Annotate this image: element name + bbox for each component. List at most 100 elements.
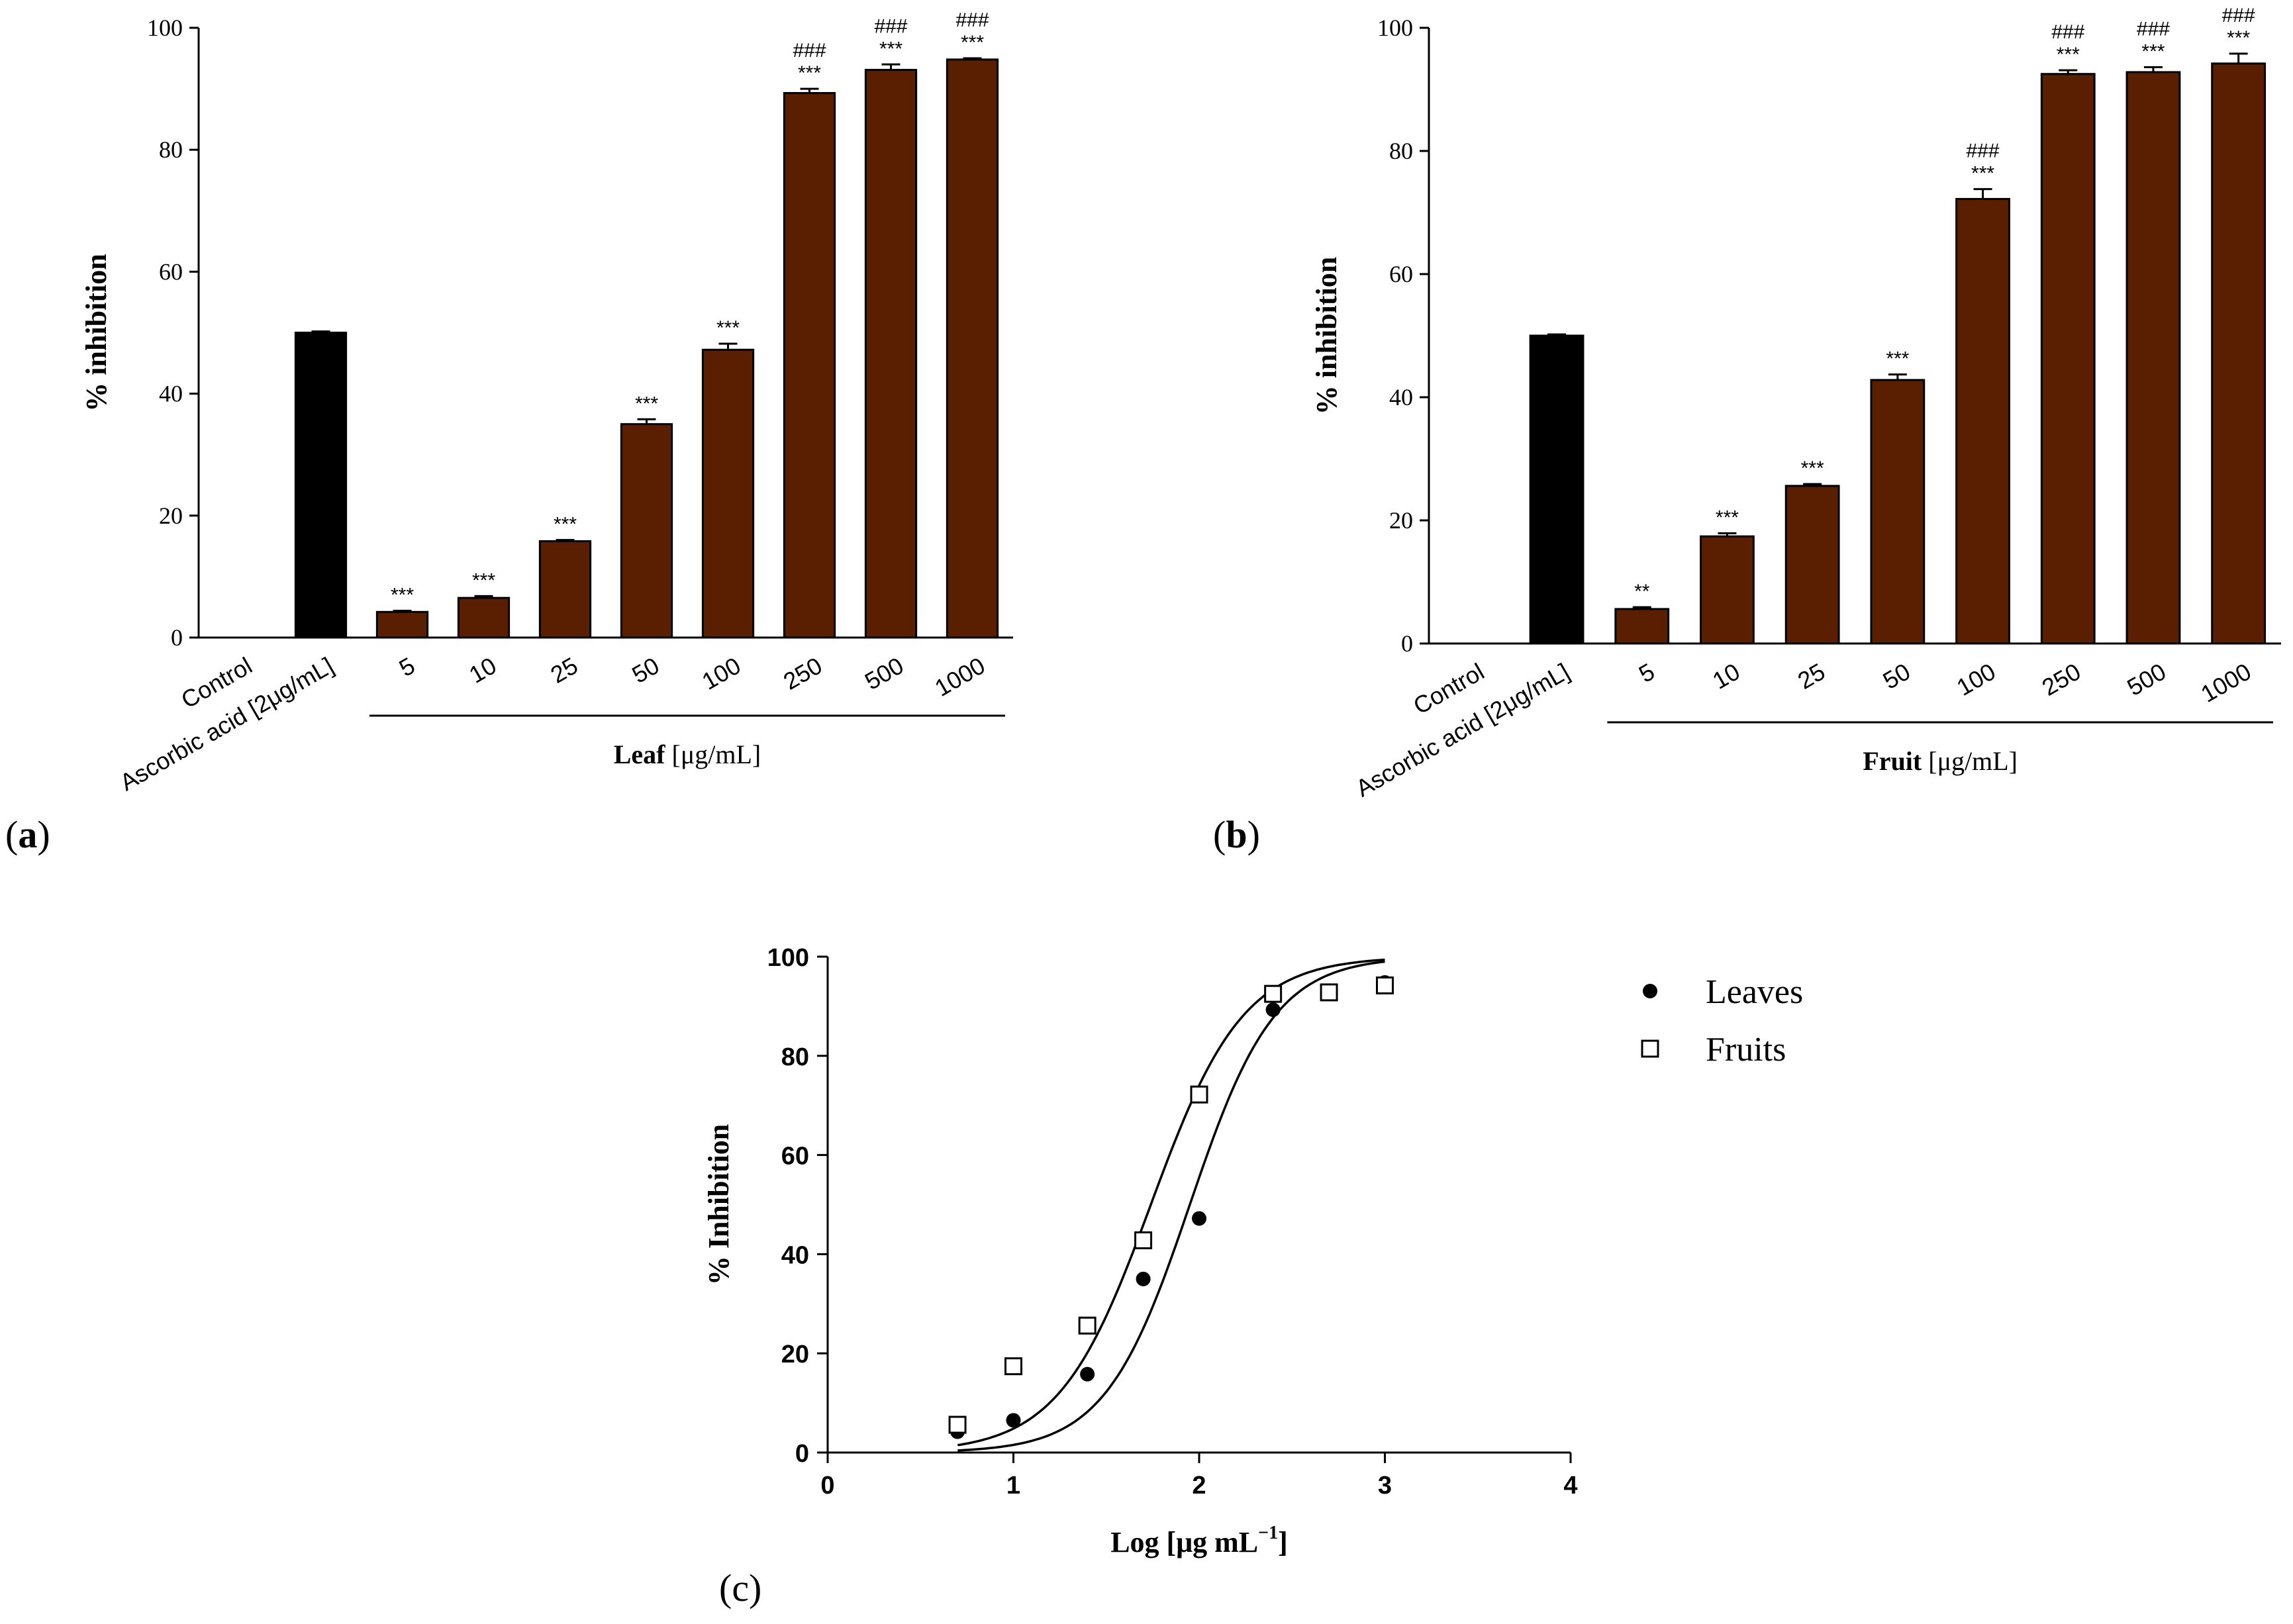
group-label-name: Fruit — [1863, 746, 1922, 776]
x-tick-label: 250 — [779, 651, 827, 695]
y-axis-label: % inhibition — [1310, 257, 1343, 414]
bar — [294, 332, 348, 639]
data-point-fruits — [1320, 983, 1338, 1002]
panel-label: (a) — [5, 813, 50, 856]
bar — [1614, 608, 1670, 645]
y-tick-label: 100 — [767, 944, 809, 972]
x-tick-label: 1000 — [930, 651, 990, 702]
y-axis-label: % Inhibition — [703, 1124, 735, 1285]
x-tick-label: 500 — [2122, 657, 2171, 701]
significance-stars: *** — [716, 317, 740, 339]
x-axis-label-sup: −1 — [1258, 1523, 1278, 1543]
bar — [1955, 198, 2010, 645]
bar — [701, 348, 755, 639]
y-tick-label: 0 — [171, 624, 183, 651]
panel-letter: a — [18, 813, 37, 856]
bar — [1529, 334, 1585, 645]
group-label-name: Leaf — [614, 740, 665, 769]
x-tick-label: 1000 — [2196, 657, 2256, 708]
panel-label: (b) — [1213, 813, 1260, 856]
y-tick-label: 60 — [159, 258, 183, 285]
panel-paren-close: ) — [1247, 813, 1260, 856]
fit-curve-leaves — [957, 960, 1385, 1452]
x-tick-label: 25 — [546, 651, 582, 689]
significance-hash: ### — [874, 15, 907, 37]
x-tick-label: 10 — [464, 651, 501, 689]
group-label-unit: [μg/mL] — [1928, 746, 2018, 776]
bar — [457, 597, 511, 639]
x-tick-label: 3 — [1378, 1472, 1392, 1500]
y-tick-label: 60 — [1389, 261, 1413, 287]
bar — [375, 610, 429, 639]
data-point-fruits — [1376, 976, 1394, 994]
x-tick-label: 10 — [1708, 657, 1744, 694]
bar — [2040, 73, 2096, 645]
legend-marker-leaves — [1643, 984, 1657, 998]
significance-stars: *** — [2057, 44, 2080, 66]
significance-hash: ### — [2222, 5, 2255, 26]
significance-stars: *** — [472, 569, 495, 591]
significance-hash: ### — [793, 40, 826, 62]
y-tick-label: 0 — [795, 1440, 809, 1468]
significance-stars: *** — [961, 32, 984, 54]
y-tick-label: 20 — [1389, 507, 1413, 534]
x-tick-label: 100 — [1952, 657, 2000, 701]
panel-label: (c) — [719, 1566, 761, 1609]
data-point-leaves — [1265, 1002, 1281, 1018]
data-point-fruits — [1078, 1316, 1097, 1335]
significance-stars: *** — [635, 393, 658, 414]
significance-hash: ### — [2137, 19, 2170, 40]
significance-stars: *** — [879, 38, 903, 60]
significance-stars: *** — [2227, 27, 2250, 49]
x-tick-label: 50 — [627, 651, 663, 689]
data-point-leaves — [1136, 1271, 1151, 1286]
x-tick-label: 500 — [860, 651, 908, 695]
significance-stars: *** — [1886, 348, 1909, 370]
significance-stars: ** — [1634, 581, 1650, 602]
x-tick-label: 50 — [1878, 657, 1915, 694]
x-tick-label: 100 — [697, 651, 746, 695]
significance-stars: *** — [391, 584, 414, 606]
bar — [1700, 535, 1755, 645]
significance-stars: *** — [2141, 41, 2165, 63]
x-tick-label: 4 — [1563, 1472, 1577, 1500]
significance-stars: *** — [798, 62, 821, 84]
data-point-fruits — [1134, 1231, 1153, 1249]
y-tick-label: 20 — [781, 1341, 809, 1368]
y-axis-label: % inhibition — [80, 254, 113, 411]
data-point-fruits — [1264, 984, 1283, 1003]
significance-hash: ### — [2051, 21, 2084, 43]
panel-paren-open: ( — [5, 813, 18, 856]
x-tick-label: 0 — [820, 1472, 834, 1500]
legend-label-leaves: Leaves — [1706, 973, 1803, 1011]
bar — [946, 58, 999, 639]
x-axis-label-main: Log [μg mL — [1110, 1526, 1258, 1558]
bar — [783, 92, 836, 639]
significance-hash: ### — [955, 9, 989, 31]
x-tick-label: 250 — [2037, 657, 2086, 701]
group-label: Fruit [μg/mL] — [1863, 746, 2018, 776]
x-axis-label: Log [μg mL−1] — [1110, 1523, 1288, 1558]
bar — [864, 69, 918, 639]
y-tick-label: 100 — [147, 15, 183, 41]
group-label-space — [665, 740, 672, 769]
significance-stars: *** — [554, 514, 577, 536]
x-tick-label: 2 — [1192, 1472, 1206, 1500]
y-tick-label: 80 — [159, 136, 183, 163]
y-tick-label: 20 — [159, 502, 183, 529]
data-point-fruits — [1190, 1085, 1208, 1104]
x-tick-label: 5 — [395, 651, 420, 682]
data-point-leaves — [1192, 1211, 1206, 1226]
x-axis-label-end: ] — [1278, 1526, 1288, 1558]
group-label-space — [1922, 746, 1928, 776]
group-label-unit: [μg/mL] — [672, 740, 761, 769]
panel-paren-open: ( — [1213, 813, 1226, 856]
chart-c-dose-response: 0 20 40 60 80 100 0 1 2 3 4 % Inhibition Log [μg mL−… — [703, 944, 1803, 1609]
bar — [620, 423, 673, 639]
y-tick-label: 40 — [781, 1241, 809, 1269]
bar — [538, 540, 592, 639]
